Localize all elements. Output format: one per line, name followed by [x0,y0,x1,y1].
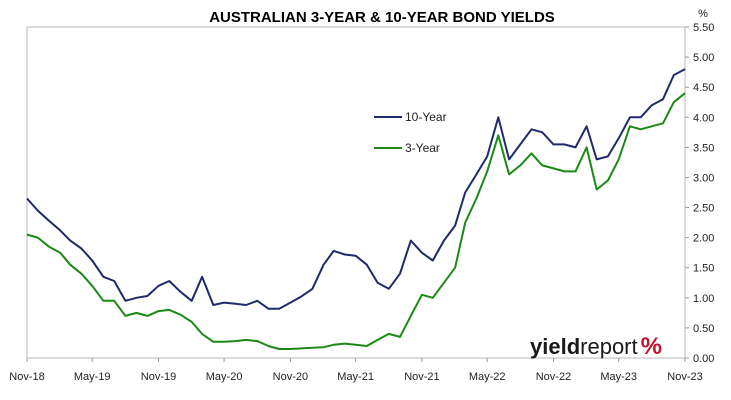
x-tick-label: May-21 [337,371,374,383]
x-tick-label: Nov-21 [404,371,439,383]
y-tick-label: 0.50 [693,323,714,335]
x-tick-label: Nov-23 [667,371,702,383]
y-tick-label: 2.50 [693,203,714,215]
x-tick-label: May-20 [206,371,243,383]
x-tick-label: Nov-19 [141,371,176,383]
y-tick-label: 1.00 [693,293,714,305]
x-tick-label: Nov-20 [273,371,308,383]
legend-label-10-year: 10-Year [405,110,447,124]
axes: 0.00 0.50 1.00 1.50 2.00 2.50 3.00 3.50 4.00 4.50… [9,22,714,383]
y-tick-label: 0.00 [693,353,714,365]
yieldreport-logo: yieldreport% [530,333,662,360]
x-tick-label: May-23 [600,371,637,383]
legend-label-3-year: 3-Year [405,141,440,155]
chart-title: AUSTRALIAN 3-YEAR & 10-YEAR BOND YIELDS [209,9,555,26]
series-line-3-year [26,92,686,350]
y-tick-label: 2.00 [693,233,714,245]
y-tick-label: 5.50 [693,22,714,34]
y-tick-label: 3.00 [693,172,714,184]
logo-word-report: report [580,334,637,359]
x-tick-label: May-22 [469,371,506,383]
y-tick-label: 5.00 [693,52,714,64]
y-tick-label: 4.00 [693,112,714,124]
logo-percent-sign: % [641,333,662,360]
series-layer [26,68,686,350]
legend: 10-Year 3-Year [374,110,447,155]
y-axis-unit-label: % [698,8,708,20]
y-tick-label: 4.50 [693,82,714,94]
series-line-10-year [26,68,686,310]
logo-text: yieldreport% [530,333,662,360]
plot-area-frame [26,26,686,359]
x-tick-label: Nov-22 [536,371,571,383]
y-tick-label: 1.50 [693,263,714,275]
x-tick-label: Nov-18 [9,371,44,383]
logo-word-yield: yield [530,334,580,359]
y-tick-label: 3.50 [693,142,714,154]
x-tick-label: May-19 [74,371,111,383]
